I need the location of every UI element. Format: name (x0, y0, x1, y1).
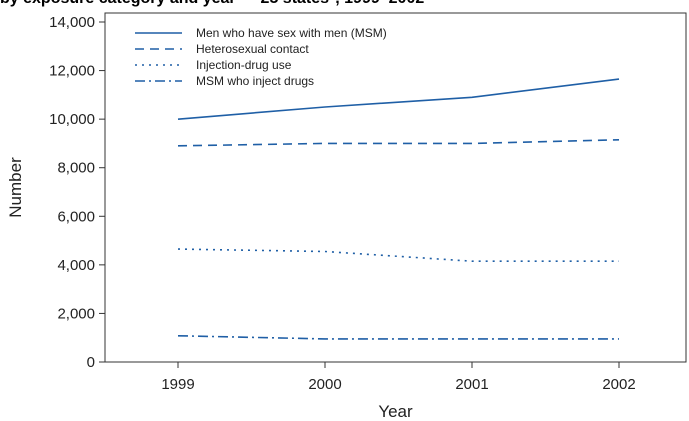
legend-label: Heterosexual contact (196, 42, 309, 56)
x-axis-label: Year (378, 402, 413, 421)
x-tick-label: 2002 (602, 376, 635, 393)
x-tick-label: 2000 (308, 376, 341, 393)
x-tick-label: 1999 (161, 376, 194, 393)
legend-label: Injection-drug use (196, 58, 292, 72)
y-tick-label: 4,000 (57, 257, 95, 274)
y-tick-label: 10,000 (49, 111, 95, 128)
series-line-2 (177, 138, 620, 147)
series-lines (177, 78, 620, 340)
legend-label: MSM who inject drugs (196, 74, 314, 88)
y-tick-label: 14,000 (49, 14, 95, 31)
legend: Men who have sex with men (MSM) Heterosex… (135, 26, 387, 88)
chart-title: by exposure category and year — 25 state… (0, 0, 424, 8)
x-tick-label: 2001 (455, 376, 488, 393)
y-tick-label: 12,000 (49, 63, 95, 80)
series-line-4 (177, 334, 619, 340)
series-line-3 (177, 248, 619, 263)
axes (104, 12, 687, 363)
ticks: 0 2,000 4,000 6,000 8,000 10,000 12,000 14,000 1… (49, 14, 636, 393)
plot-frame (104, 12, 687, 363)
legend-label: Men who have sex with men (MSM) (196, 26, 387, 40)
y-axis-label: Number (6, 157, 25, 218)
series-line-1 (177, 78, 620, 120)
y-tick-label: 2,000 (57, 305, 95, 322)
y-tick-label: 8,000 (57, 160, 95, 177)
y-tick-label: 0 (87, 354, 95, 371)
y-tick-label: 6,000 (57, 208, 95, 225)
